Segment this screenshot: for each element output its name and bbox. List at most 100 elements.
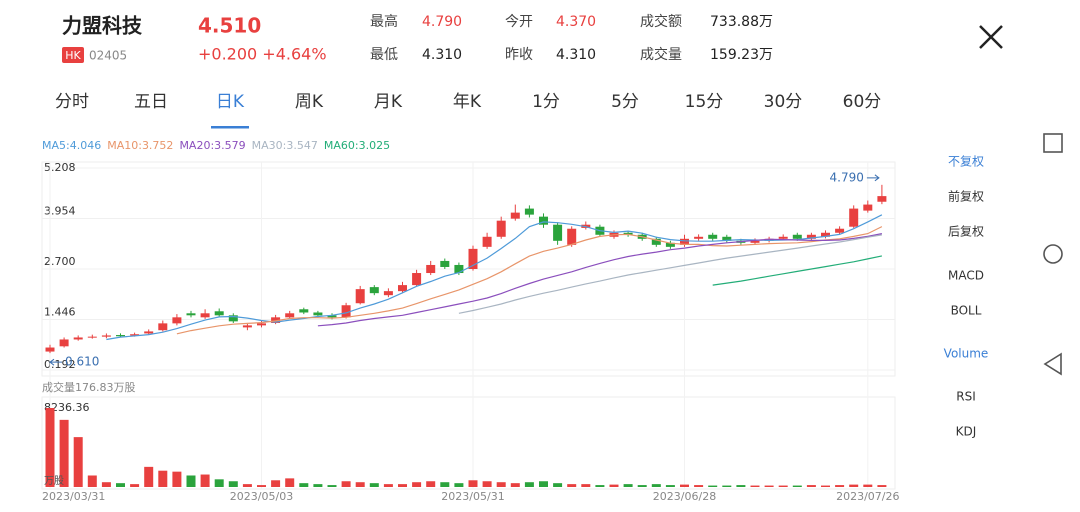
candle-body [750,240,760,243]
volume-bar [271,480,281,487]
volume-bar [101,482,111,487]
ma-line [712,255,883,286]
volume-bar [398,484,407,487]
candle-body [172,317,182,324]
stock-name: 力盟科技 [62,14,143,38]
candle-body [327,315,337,318]
volume-bar [722,485,732,487]
volume-bar [849,484,859,487]
volume-bar [454,483,464,487]
side-option[interactable]: RSI [956,390,976,404]
volume-bar [553,483,563,487]
x-tick-label: 2023/03/31 [42,490,105,503]
candle-body [398,285,407,292]
period-tab[interactable]: 月K [374,92,403,112]
side-option[interactable]: 前复权 [948,189,984,204]
side-option[interactable]: MACD [948,269,984,283]
stat-value: 159.23万 [710,47,773,63]
period-tab[interactable]: 分时 [55,92,89,112]
ma-line [458,234,882,314]
volume-bar [87,475,97,487]
close-button[interactable] [979,25,1003,49]
candle-body [158,323,168,331]
stock-change: +0.200 +4.64% [198,45,327,64]
volume-bar [45,408,55,487]
volume-bar [412,482,422,487]
period-tab[interactable]: 年K [453,92,482,112]
volume-bar [440,482,450,487]
candle-body [271,317,281,323]
candle-body [708,234,718,239]
volume-bar [806,485,816,487]
side-option[interactable]: 不复权 [948,155,984,169]
volume-bar [581,484,591,487]
side-option[interactable]: KDJ [956,425,977,439]
candle-body [355,289,365,304]
volume-bar [863,484,873,487]
stat-value: 4.790 [422,14,462,30]
volume-bar [623,484,633,487]
x-tick-label: 2023/05/31 [441,490,504,503]
period-tab[interactable]: 周K [295,92,324,112]
stat-value: 4.370 [556,14,596,30]
side-option[interactable]: Volume [944,347,989,361]
stat-value: 4.310 [556,47,596,63]
nav-home[interactable] [1043,244,1063,264]
volume-bar [200,474,210,487]
volume-bar [242,484,252,487]
stat-label: 最低 [370,47,398,63]
candle-body [778,236,788,239]
period-tab[interactable]: 五日 [134,92,168,112]
candle-body [228,315,238,322]
side-option[interactable]: BOLL [951,304,982,318]
annotation-arrow [49,358,62,366]
candle-body [144,331,154,334]
volume-title: 成交量176.83万股 [42,380,136,394]
volume-bar [778,485,788,487]
volume-bar [680,484,689,487]
ma-legend: MA10:3.752 [107,139,173,152]
volume-bar [158,470,168,487]
stock-code: 02405 [89,49,127,63]
candle-body [524,208,534,215]
side-option[interactable]: 后复权 [948,225,984,239]
ma-line [106,214,883,341]
candle-body [440,260,450,267]
period-tab[interactable]: 15分 [685,92,724,112]
candle-body [553,224,563,241]
volume-bar [186,475,196,487]
stat-label: 成交量 [640,46,682,63]
candle-body [806,234,816,239]
volume-bar [313,484,323,487]
candle-body [59,339,69,347]
period-tab[interactable]: 1分 [532,92,560,112]
volume-bar [595,485,605,487]
candle-body [567,228,577,245]
volume-bar [496,482,506,487]
y-tick-label: 1.446 [44,306,76,319]
y-tick-label: 2.700 [44,255,76,268]
candle-body [510,212,520,219]
ma-legend: MA5:4.046 [42,139,101,152]
nav-recent[interactable] [1043,133,1063,153]
period-tab[interactable]: 30分 [764,92,803,112]
stat-label: 成交额 [640,13,682,30]
period-tab[interactable]: 日K [216,92,245,112]
volume-bar [708,485,718,487]
ma-legend: MA20:3.579 [179,139,245,152]
stat-value: 4.310 [422,47,462,63]
period-tab[interactable]: 60分 [843,92,882,112]
candle-body [821,232,830,237]
candle-body [651,238,661,245]
candle-body [694,236,704,239]
stat-value: 733.88万 [710,14,773,30]
volume-bar [821,485,830,487]
period-tab[interactable]: 5分 [611,92,639,112]
x-tick-label: 2023/06/28 [653,490,716,503]
candle-body [369,287,379,294]
volume-bar [327,485,337,487]
low-label: 0.610 [65,355,99,369]
nav-back[interactable] [1043,352,1062,376]
high-label: 4.790 [830,170,864,184]
